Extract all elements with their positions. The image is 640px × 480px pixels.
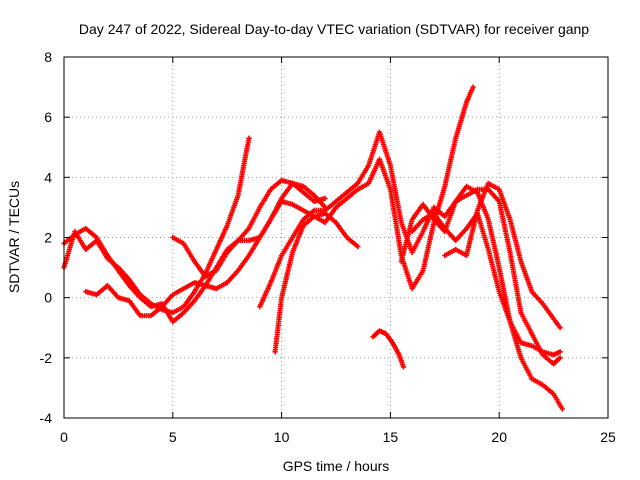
marker-trace (398, 183, 565, 412)
y-tick-label: -2 (40, 350, 53, 366)
series-satellite-track-4 (170, 177, 328, 280)
y-tick-label: 0 (44, 290, 52, 306)
x-axis-label: GPS time / hours (283, 458, 390, 474)
marker-trace (257, 129, 563, 367)
series-satellite-track-1 (61, 135, 252, 316)
x-tick-label: 20 (491, 429, 507, 445)
data-markers (61, 84, 565, 412)
series-satellite-track-8 (398, 183, 565, 412)
series-satellite-track-5 (257, 129, 563, 367)
y-axis-label: SDTVAR / TECUs (6, 181, 22, 293)
marker-trace (442, 180, 563, 331)
series-satellite-track-7 (370, 328, 407, 370)
x-tick-label: 10 (274, 429, 290, 445)
marker-trace (170, 177, 328, 280)
marker-trace (61, 135, 252, 316)
grid-lines (64, 57, 608, 418)
series-satellite-track-10 (442, 180, 563, 331)
x-tick-label: 5 (169, 429, 177, 445)
y-tick-label: 4 (44, 169, 52, 185)
y-tick-label: 8 (44, 49, 52, 65)
x-tick-label: 25 (600, 429, 616, 445)
marker-trace (370, 328, 407, 370)
y-tick-label: 2 (44, 230, 52, 246)
axis-ticks: 0 5 10 15 20 25 -4 -2 0 2 4 6 8 (40, 49, 616, 445)
x-tick-label: 0 (60, 429, 68, 445)
series-satellite-track-6 (272, 84, 476, 355)
marker-trace (272, 84, 476, 355)
chart-title: Day 247 of 2022, Sidereal Day-to-day VTE… (79, 21, 589, 37)
y-tick-label: -4 (40, 410, 53, 426)
x-tick-label: 15 (383, 429, 399, 445)
y-tick-label: 6 (44, 109, 52, 125)
